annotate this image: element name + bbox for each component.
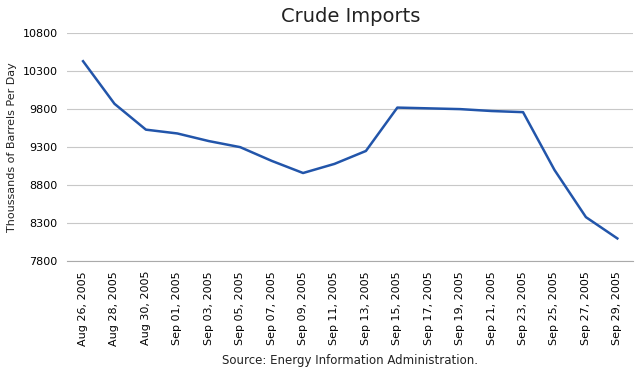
X-axis label: Source: Energy Information Administration.: Source: Energy Information Administratio… [222,354,478,367]
Y-axis label: Thoussands of Barrels Per Day: Thoussands of Barrels Per Day [7,62,17,232]
Title: Crude Imports: Crude Imports [280,7,420,26]
